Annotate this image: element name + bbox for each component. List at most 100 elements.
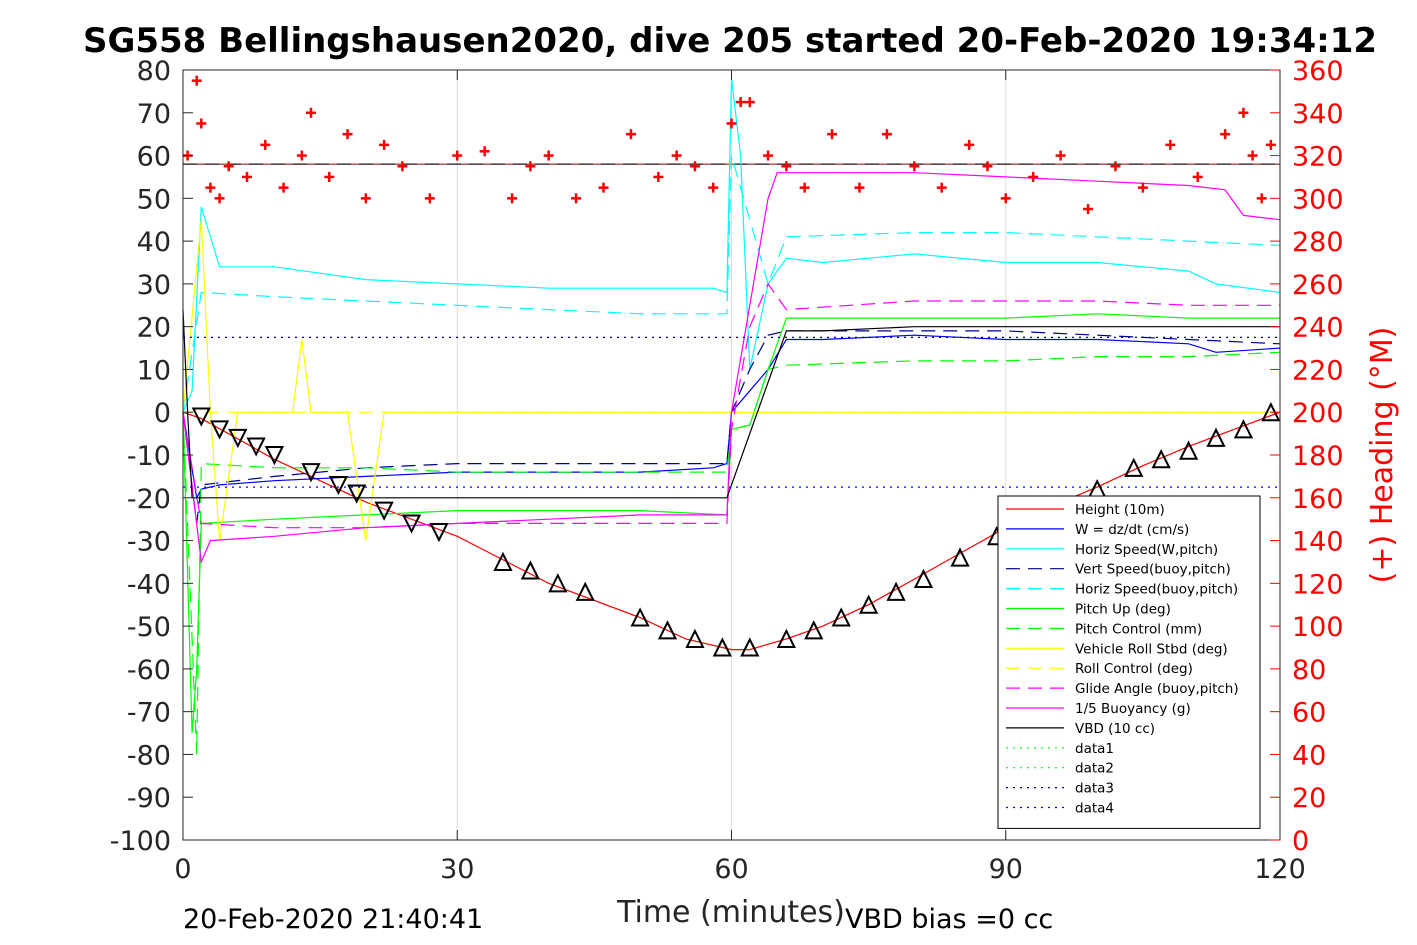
legend-label: Horiz Speed(W,pitch) <box>1075 542 1218 558</box>
y-right-tick-label: 220 <box>1292 355 1344 386</box>
y-tick-label: 60 <box>137 142 171 173</box>
climb-marker <box>1233 419 1254 439</box>
x-tick-label: 90 <box>989 854 1023 885</box>
y-tick-label: 40 <box>137 227 171 258</box>
climb-marker <box>859 594 879 614</box>
y-axis-right-label: (+) Heading (°M) <box>1365 327 1400 584</box>
heading-point <box>260 139 271 150</box>
heading-point <box>708 182 719 193</box>
heading-point <box>223 161 234 172</box>
climb-marker <box>740 637 760 657</box>
x-tick-label: 120 <box>1254 854 1306 885</box>
heading-point <box>827 129 838 140</box>
y-right-tick-label: 300 <box>1292 184 1344 215</box>
y-tick-label: -20 <box>127 484 171 515</box>
legend-label: Horiz Speed(buoy,pitch) <box>1075 582 1238 598</box>
footer-vbd-bias: VBD bias =0 cc <box>845 904 1053 935</box>
heading-point <box>452 150 463 161</box>
y-tick-label: -30 <box>127 527 171 558</box>
heading-point <box>744 97 755 108</box>
climb-marker <box>630 607 650 627</box>
heading-point <box>1265 139 1276 150</box>
y-right-tick-label: 160 <box>1292 484 1344 515</box>
legend-entry: 1/5 Buoyancy (g) <box>1006 701 1191 717</box>
heading-point <box>571 193 582 204</box>
heading-point <box>1256 193 1267 204</box>
legend-label: VBD (10 cc) <box>1075 721 1155 737</box>
y-tick-label: -80 <box>127 740 171 771</box>
legend-label: Vehicle Roll Stbd (deg) <box>1075 641 1228 657</box>
y-right-tick-label: 140 <box>1292 527 1344 558</box>
dive-marker <box>228 428 248 449</box>
legend-label: Pitch Control (mm) <box>1075 621 1202 637</box>
y-tick-label: 10 <box>137 355 171 386</box>
legend-entry: W = dz/dt (cm/s) <box>1006 522 1189 538</box>
dive-marker <box>328 475 349 496</box>
climb-marker <box>776 628 796 648</box>
climb-marker <box>712 637 732 657</box>
heading-point <box>982 161 993 172</box>
climb-marker <box>548 573 568 593</box>
heading-point <box>278 182 289 193</box>
y-right-tick-label: 40 <box>1292 740 1326 771</box>
dive-marker <box>301 463 321 483</box>
y-tick-label: 30 <box>137 270 171 301</box>
marker-layer <box>191 401 1281 657</box>
legend-entry: Pitch Control (mm) <box>1006 621 1202 637</box>
heading-point <box>360 193 371 204</box>
legend-label: data3 <box>1075 781 1114 797</box>
heading-point <box>909 161 920 172</box>
y-tick-label: 0 <box>154 398 171 429</box>
climb-marker <box>913 568 934 589</box>
heading-point <box>241 171 252 182</box>
x-tick-label: 30 <box>440 854 474 885</box>
climb-marker <box>950 547 970 567</box>
y-tick-label: -10 <box>127 441 171 472</box>
climb-marker <box>520 560 541 580</box>
heading-point <box>324 171 335 182</box>
heading-point <box>1110 161 1121 172</box>
heading-point <box>799 182 810 193</box>
heading-point <box>525 161 536 172</box>
x-axis-label: Time (minutes) <box>616 895 845 930</box>
y-right-tick-label: 280 <box>1292 227 1344 258</box>
footer-timestamp: 20-Feb-2020 21:40:41 <box>183 904 483 935</box>
climb-marker <box>1178 440 1199 460</box>
y-right-tick-label: 180 <box>1292 441 1344 472</box>
climb-marker <box>1151 449 1171 469</box>
heading-point <box>1238 107 1249 118</box>
dive-marker <box>401 514 422 534</box>
heading-point <box>191 75 202 86</box>
y-tick-label: -100 <box>110 826 171 857</box>
heading-point <box>1165 139 1176 150</box>
legend-label: 1/5 Buoyancy (g) <box>1075 701 1191 717</box>
dive-marker <box>374 501 394 521</box>
y-axis-right: 3603403203002802602402202001801601401201… <box>1270 56 1344 857</box>
heading-point <box>964 139 975 150</box>
dive-marker <box>429 523 449 543</box>
climb-marker <box>685 628 705 648</box>
heading-point <box>479 146 490 157</box>
legend-entry: Vert Speed(buoy,pitch) <box>1006 562 1231 578</box>
y-right-tick-label: 320 <box>1292 142 1344 173</box>
legend-entry: Height (10m) <box>1006 502 1165 518</box>
y-right-tick-label: 20 <box>1292 783 1326 814</box>
y-right-tick-label: 120 <box>1292 569 1344 600</box>
heading-point <box>653 171 664 182</box>
heading-point <box>305 107 316 118</box>
dive-marker <box>246 437 266 457</box>
heading-point <box>1137 182 1148 193</box>
climb-marker <box>831 607 851 627</box>
heading-point <box>397 161 408 172</box>
series-height-10m <box>182 411 1281 651</box>
series-w-dz-dt-cm-s <box>182 334 1281 500</box>
y-right-tick-label: 240 <box>1292 313 1344 344</box>
y-tick-label: -70 <box>127 698 171 729</box>
chart-title: SG558 Bellingshausen2020, dive 205 start… <box>83 21 1377 61</box>
y-tick-label: -50 <box>127 612 171 643</box>
legend-entry: data4 <box>1006 801 1114 817</box>
legend-entry: Horiz Speed(W,pitch) <box>1006 542 1218 558</box>
heading-point <box>598 182 609 193</box>
series-vbd-10-cc <box>182 309 1280 499</box>
series-vert-speed-buoy-pitch <box>182 330 1281 524</box>
